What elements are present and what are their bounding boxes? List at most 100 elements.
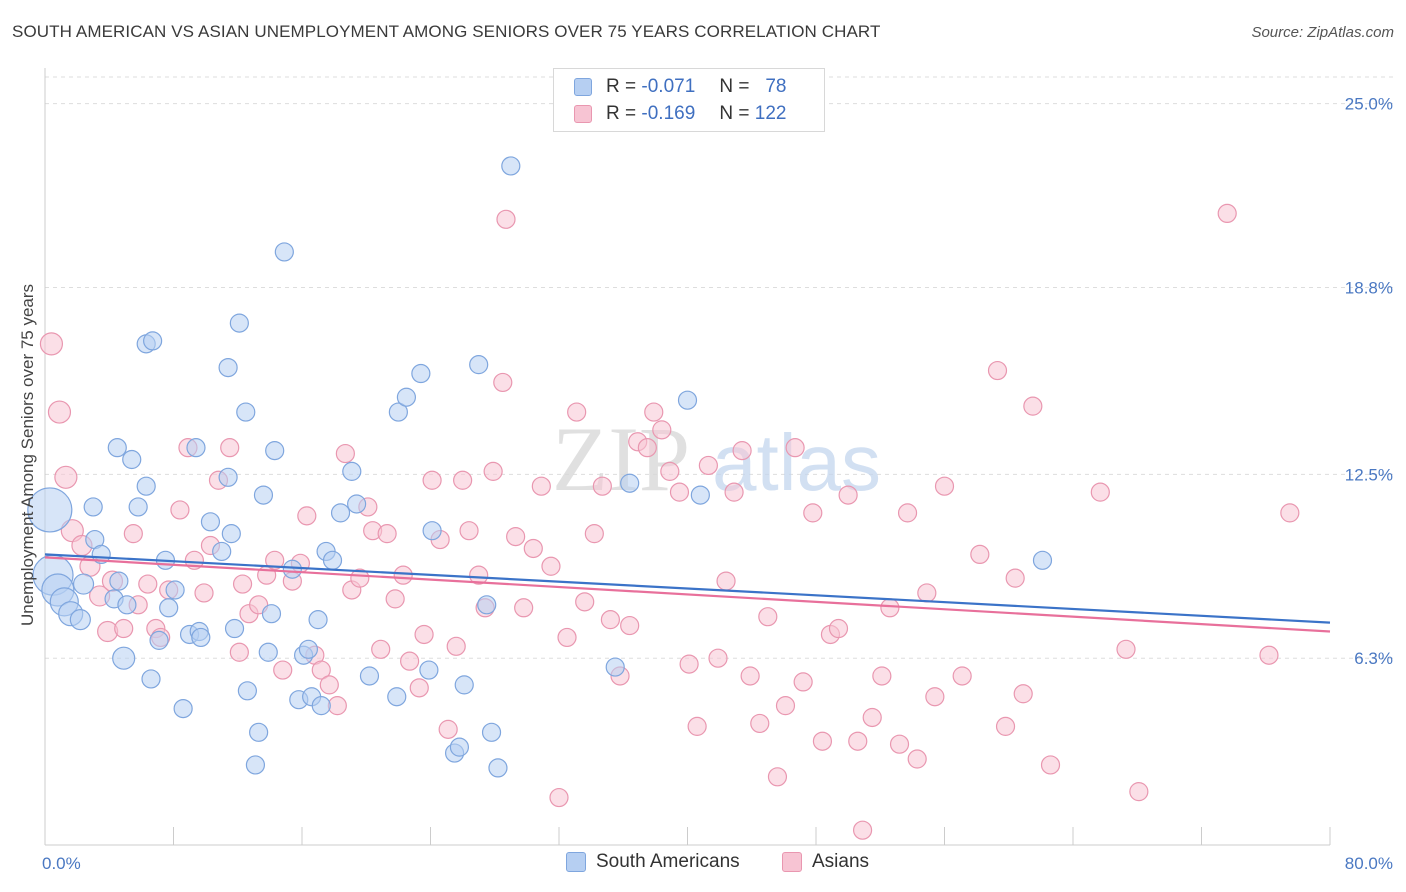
asians-point <box>229 642 249 662</box>
south-americans-point <box>249 722 269 742</box>
asians-point <box>897 503 918 523</box>
south-americans-point <box>258 642 278 662</box>
south-americans-point <box>282 559 302 579</box>
south-americans-point <box>224 618 245 639</box>
asians-point <box>335 443 355 464</box>
asians-point <box>273 660 293 680</box>
asians-point <box>637 438 657 458</box>
south-americans-point <box>311 696 331 716</box>
asians-point <box>400 651 420 671</box>
south-americans-point <box>330 503 351 523</box>
south-americans-point <box>191 627 211 648</box>
south-americans-point <box>620 473 640 493</box>
legend-r-label: R = <box>606 76 637 97</box>
asians-point <box>220 438 240 458</box>
legend-r-label: R = <box>606 103 637 124</box>
asians-point <box>679 654 699 674</box>
south-americans-point <box>165 580 185 600</box>
south-americans-point <box>347 494 367 514</box>
asians-point <box>1090 482 1110 502</box>
x-tick-label-min: 0.0% <box>42 854 81 873</box>
south-americans-point <box>136 476 156 496</box>
south-americans-point <box>388 402 408 422</box>
asians-point <box>708 648 728 668</box>
source-note: Source: ZipAtlas.com <box>1251 24 1394 41</box>
legend-n-value: 122 <box>754 103 787 124</box>
south-americans-point <box>253 485 274 505</box>
legend-n-value: 78 <box>765 76 787 97</box>
south-americans-point <box>261 604 282 624</box>
south-americans-point <box>112 646 136 670</box>
asians-point <box>459 521 479 541</box>
asians-point <box>584 524 604 544</box>
watermark-zip: ZIP <box>552 408 690 510</box>
asians-point <box>687 716 707 736</box>
south-americans-point <box>212 541 232 562</box>
asians-point <box>767 767 788 787</box>
south-americans-point <box>322 550 343 570</box>
asians-point <box>138 574 158 594</box>
south-americans-point <box>1032 550 1053 570</box>
asians-point <box>438 719 458 739</box>
asians-point <box>483 461 503 481</box>
asians-point <box>1005 568 1025 588</box>
legend-r-value: -0.169 <box>641 103 696 124</box>
asians-point <box>803 503 823 523</box>
south-americans-point <box>274 242 294 262</box>
south-americans-point <box>83 497 103 517</box>
grid-lines <box>45 76 1395 659</box>
asians-point <box>453 470 473 490</box>
y-tick-label: 18.8% <box>1345 279 1393 298</box>
asians-point <box>724 482 744 502</box>
y-tick-labels: 6.3% 12.5% 18.8% 25.0% <box>1345 95 1393 669</box>
south-americans-point <box>454 675 474 695</box>
asians-point <box>194 583 214 603</box>
asians-point <box>327 696 347 716</box>
south-americans-point <box>186 438 206 458</box>
asians-point <box>880 598 900 618</box>
legend-item-asians[interactable]: Asians <box>782 851 869 873</box>
y-axis-label: Unemployment Among Seniors over 75 years <box>18 284 37 626</box>
asians-point <box>393 565 413 585</box>
south-americans-point <box>122 449 142 470</box>
south-americans-point <box>72 573 95 595</box>
south-americans-point <box>128 497 148 517</box>
asians-point <box>698 455 718 476</box>
series-legend: South Americans Asians <box>0 851 1406 877</box>
asians-point <box>907 749 927 769</box>
asians-point <box>469 565 489 585</box>
south-americans-point <box>229 313 249 333</box>
south-americans-point <box>469 355 489 375</box>
south-americans-point <box>141 669 161 689</box>
asians-point <box>1280 503 1300 523</box>
asians-point <box>812 731 833 751</box>
asians-point <box>265 550 285 570</box>
asians-point <box>1040 755 1061 775</box>
asians-point <box>644 402 664 422</box>
asians-point <box>496 209 516 229</box>
asians-point <box>775 696 796 716</box>
asians-point <box>549 787 569 808</box>
asians-point <box>660 461 680 481</box>
correlation-legend: R = -0.071 N = 78 R = -0.169 N = 122 <box>553 68 825 132</box>
south-americans-point <box>265 441 285 461</box>
asians-point <box>39 332 64 356</box>
asians-point <box>750 713 770 734</box>
legend-swatch-asians <box>782 852 802 872</box>
legend-item-south-americans[interactable]: South Americans <box>566 851 740 873</box>
asians-point <box>493 372 513 393</box>
south-americans-point <box>359 666 380 686</box>
asians-point <box>952 666 972 686</box>
asians-point <box>523 538 543 559</box>
south-americans-point <box>237 681 257 701</box>
asians-point <box>232 574 253 594</box>
asians-point <box>917 583 937 603</box>
asians-point <box>740 666 760 686</box>
asians-point <box>852 820 873 840</box>
asians-point <box>123 524 143 544</box>
asians-point <box>1217 203 1237 224</box>
south-americans-point <box>422 521 442 541</box>
trend-lines <box>44 553 1331 633</box>
asians-point <box>862 707 882 728</box>
south-americans-point <box>419 660 439 680</box>
